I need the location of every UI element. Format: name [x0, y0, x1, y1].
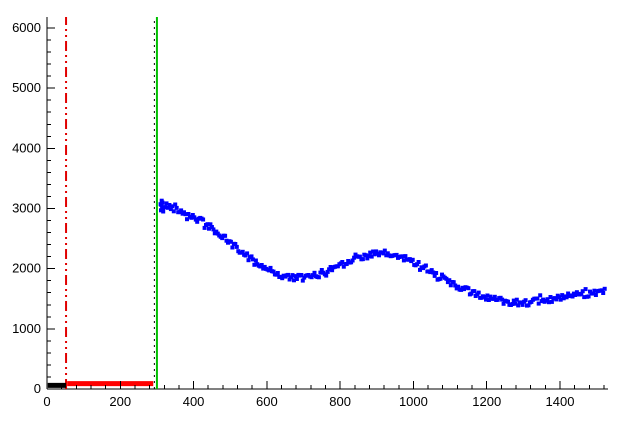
x-tick-label: 200: [109, 394, 131, 409]
x-tick-label: 1200: [472, 394, 501, 409]
x-tick-label: 1000: [399, 394, 428, 409]
y-tick-label: 1000: [12, 321, 41, 336]
vertical-marker-lines: [65, 17, 158, 389]
plot-frame: [46, 17, 608, 390]
y-axis: 0 1000 2000 3000 4000 5000 6000: [12, 20, 55, 396]
y-tick-label: 6000: [12, 20, 41, 35]
x-tick-label: 600: [256, 394, 278, 409]
x-tick-label: 400: [183, 394, 205, 409]
y-tick-label: 5000: [12, 80, 41, 95]
y-tick-label: 0: [34, 381, 41, 396]
y-tick-label: 3000: [12, 201, 41, 216]
x-tick-label: 0: [43, 394, 50, 409]
series-layer: [47, 198, 607, 388]
y-tick-label: 4000: [12, 140, 41, 155]
y-tick-label: 2000: [12, 261, 41, 276]
blue-signal-scatter: [158, 198, 607, 308]
x-tick-label: 1400: [546, 394, 575, 409]
x-tick-label: 800: [329, 394, 351, 409]
x-axis: 0 200 400 600 800 1000 1200 1400: [43, 381, 605, 409]
